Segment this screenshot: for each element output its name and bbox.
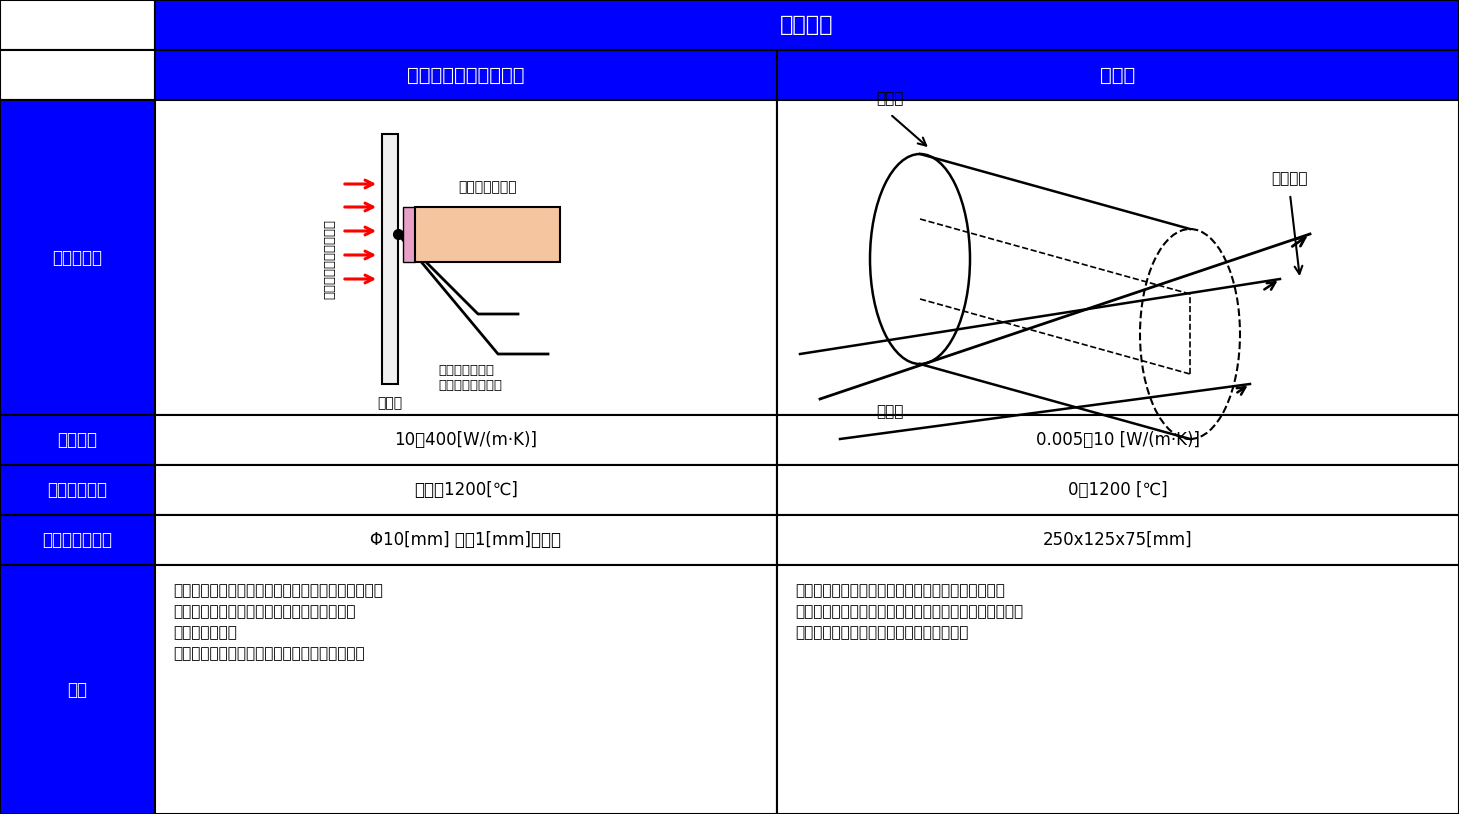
- Text: 試験体: 試験体: [378, 396, 403, 410]
- Text: 室温～1200[℃]: 室温～1200[℃]: [414, 481, 518, 499]
- Bar: [0, 515, 155, 565]
- Bar: [778, 100, 1459, 415]
- Text: 試験体: 試験体: [877, 91, 903, 107]
- Text: ・試料は均質で綻密であることが要求されるため、
繊維や粒状物質の複合材料や積層材料の測定
には適さない。
・熱伝導率の極端に小さい物は測定できない。: ・試料は均質で綻密であることが要求されるため、 繊維や粒状物質の複合材料や積層材…: [174, 583, 382, 661]
- Text: ヒーター: ヒーター: [1272, 172, 1309, 186]
- Bar: [0, 50, 155, 100]
- Bar: [0, 0, 155, 50]
- Bar: [0, 565, 155, 814]
- Bar: [155, 565, 778, 814]
- Text: サンプルサイズ: サンプルサイズ: [42, 531, 112, 549]
- Bar: [0, 415, 155, 465]
- Text: 熱電対: 熱電対: [877, 405, 903, 419]
- Bar: [778, 465, 1459, 515]
- Text: 赤外線センサー: 赤外線センサー: [458, 181, 516, 195]
- Text: 熱伝導率: 熱伝導率: [57, 431, 98, 449]
- Text: レーザーフラッシュ光: レーザーフラッシュ光: [324, 219, 337, 299]
- Bar: [155, 515, 778, 565]
- Text: レーザーフラッシュ法: レーザーフラッシュ法: [407, 65, 525, 85]
- Bar: [414, 207, 560, 261]
- Bar: [403, 207, 414, 261]
- Text: 10～400[W/(m·K)]: 10～400[W/(m·K)]: [394, 431, 537, 449]
- Bar: [778, 50, 1459, 100]
- Bar: [778, 415, 1459, 465]
- Bar: [382, 134, 398, 384]
- Bar: [155, 415, 778, 465]
- Text: Φ10[mm] 厚さ1[mm]の円板: Φ10[mm] 厚さ1[mm]の円板: [371, 531, 562, 549]
- Text: 熱線法: 熱線法: [1100, 65, 1135, 85]
- Bar: [778, 515, 1459, 565]
- Bar: [155, 100, 778, 415]
- Bar: [155, 465, 778, 515]
- Text: 250x125x75[mm]: 250x125x75[mm]: [1043, 531, 1193, 549]
- Bar: [155, 0, 1459, 50]
- Text: 熱電対又は非接
觸赤外線センサー: 熱電対又は非接 觸赤外線センサー: [438, 364, 502, 392]
- Bar: [0, 100, 155, 415]
- Text: 特徴: 特徴: [67, 681, 88, 698]
- Text: 非定常法: 非定常法: [781, 15, 833, 35]
- Bar: [155, 50, 778, 100]
- Text: 試験原理図: 試験原理図: [53, 248, 102, 266]
- Bar: [0, 465, 155, 515]
- Text: ・試料は均質でヒータ線と測温熱電対を試料の中心
に密着して挿入でき、ある程度の大きさがあればよい。
・固体、粉体、液体の区別なく測定可能。: ・試料は均質でヒータ線と測温熱電対を試料の中心 に密着して挿入でき、ある程度の大…: [795, 583, 1023, 640]
- Text: 0.005～10 [W/(m·K)]: 0.005～10 [W/(m·K)]: [1036, 431, 1199, 449]
- Text: 0～1200 [℃]: 0～1200 [℃]: [1068, 481, 1167, 499]
- Bar: [778, 565, 1459, 814]
- Text: 測定温度範囲: 測定温度範囲: [48, 481, 108, 499]
